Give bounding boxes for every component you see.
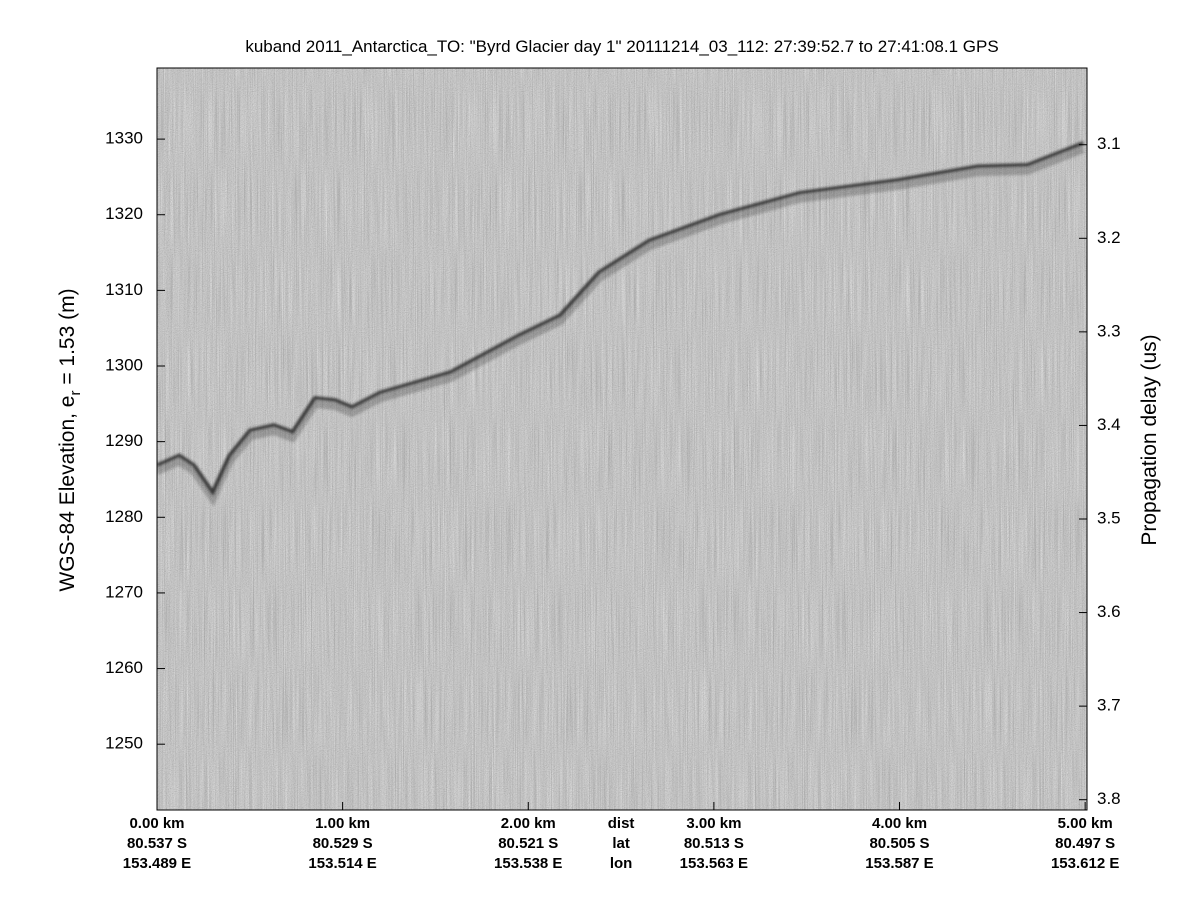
- lat-label: 80.521 S: [498, 835, 558, 852]
- y-tick-label: 1250: [105, 734, 143, 753]
- row-label: dist: [608, 815, 635, 832]
- y-tick-label: 1320: [105, 204, 143, 223]
- surface-echo: [157, 141, 1084, 496]
- lon-label: 153.489 E: [123, 855, 191, 872]
- surface-shadow: [157, 145, 1085, 507]
- lon-label: 153.514 E: [308, 855, 376, 872]
- chart-title: kuband 2011_Antarctica_TO: "Byrd Glacier…: [245, 37, 998, 56]
- lat-label: 80.497 S: [1055, 835, 1115, 852]
- y-label-part: = 1.53 (m): [56, 288, 79, 390]
- y2-tick-label: 3.1: [1097, 134, 1121, 153]
- x-tick-label: 3.00 km: [686, 815, 741, 832]
- lon-label: 153.563 E: [680, 855, 748, 872]
- y2-tick-label: 3.5: [1097, 508, 1121, 527]
- y2-axis-label: Propagation delay (us): [1138, 334, 1161, 545]
- lon-label: 153.538 E: [494, 855, 562, 872]
- y2-tick-label: 3.4: [1097, 415, 1121, 434]
- lon-label: 153.612 E: [1051, 855, 1119, 872]
- y-tick-label: 1260: [105, 658, 143, 677]
- y2-tick-label: 3.6: [1097, 602, 1121, 621]
- lat-label: 80.537 S: [127, 835, 187, 852]
- y-tick-label: 1310: [105, 280, 143, 299]
- y-axis-label: WGS-84 Elevation, er = 1.53 (m): [56, 288, 84, 591]
- plot-frame: [156, 67, 1088, 811]
- lat-label: 80.513 S: [684, 835, 744, 852]
- radar-image: [157, 68, 1087, 810]
- y-tick-label: 1280: [105, 507, 143, 526]
- y-label-part: WGS-84 Elevation, e: [56, 396, 79, 592]
- lon-label: 153.587 E: [865, 855, 933, 872]
- y-label-subscript: r: [67, 391, 84, 396]
- x-tick-label: 0.00 km: [129, 815, 184, 832]
- y-tick-label: 1330: [105, 129, 143, 148]
- x-tick-label: 5.00 km: [1058, 815, 1113, 832]
- lat-label: 80.505 S: [869, 835, 929, 852]
- y-tick-label: 1290: [105, 431, 143, 450]
- lat-label: 80.529 S: [313, 835, 373, 852]
- row-label: lat: [612, 835, 630, 852]
- x-tick-label: 1.00 km: [315, 815, 370, 832]
- y-tick-label: 1300: [105, 355, 143, 374]
- y2-tick-label: 3.3: [1097, 321, 1121, 340]
- x-tick-label: 2.00 km: [501, 815, 556, 832]
- y2-tick-label: 3.8: [1097, 789, 1121, 808]
- row-label: lon: [610, 855, 633, 872]
- y-tick-label: 1270: [105, 582, 143, 601]
- y2-tick-label: 3.7: [1097, 696, 1121, 715]
- x-tick-label: 4.00 km: [872, 815, 927, 832]
- plot-area: [157, 141, 1085, 507]
- y2-tick-label: 3.2: [1097, 228, 1121, 247]
